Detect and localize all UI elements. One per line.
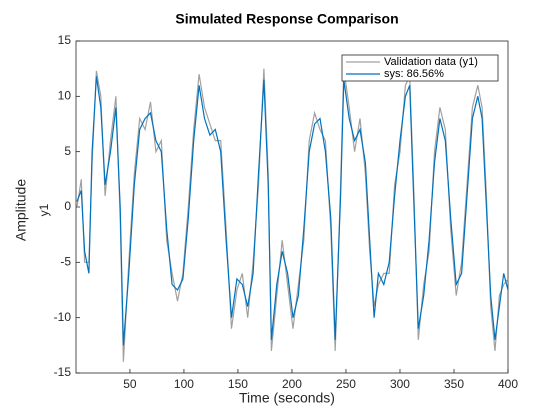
x-tick-label: 350 xyxy=(444,377,464,391)
x-tick-label: 250 xyxy=(336,377,356,391)
y-axis-label: Amplitude xyxy=(13,179,29,241)
y-tick-label: 10 xyxy=(58,89,72,103)
chart-title: Simulated Response Comparison xyxy=(175,11,398,27)
x-axis-label: Time (seconds) xyxy=(239,390,335,406)
y-tick-label: 0 xyxy=(64,199,71,213)
y-tick-label: 5 xyxy=(64,144,71,158)
y-tick-label: -15 xyxy=(54,365,72,379)
y-tick-label: -5 xyxy=(60,255,71,269)
x-tick-label: 50 xyxy=(123,377,137,391)
x-tick-label: 150 xyxy=(228,377,248,391)
y-tick-label: 15 xyxy=(58,33,72,47)
data-line xyxy=(76,68,509,362)
x-tick-label: 200 xyxy=(282,377,302,391)
legend-label: sys: 86.56% xyxy=(384,68,444,80)
x-tick-label: 300 xyxy=(390,377,410,391)
legend-box xyxy=(341,54,499,82)
y-axis-sublabel: y1 xyxy=(37,203,51,216)
y-tick-label: -10 xyxy=(54,310,72,324)
x-tick-label: 400 xyxy=(498,377,518,391)
x-tick-label: 100 xyxy=(174,377,194,391)
data-line xyxy=(76,76,509,346)
legend-label: Validation data (y1) xyxy=(384,56,478,68)
